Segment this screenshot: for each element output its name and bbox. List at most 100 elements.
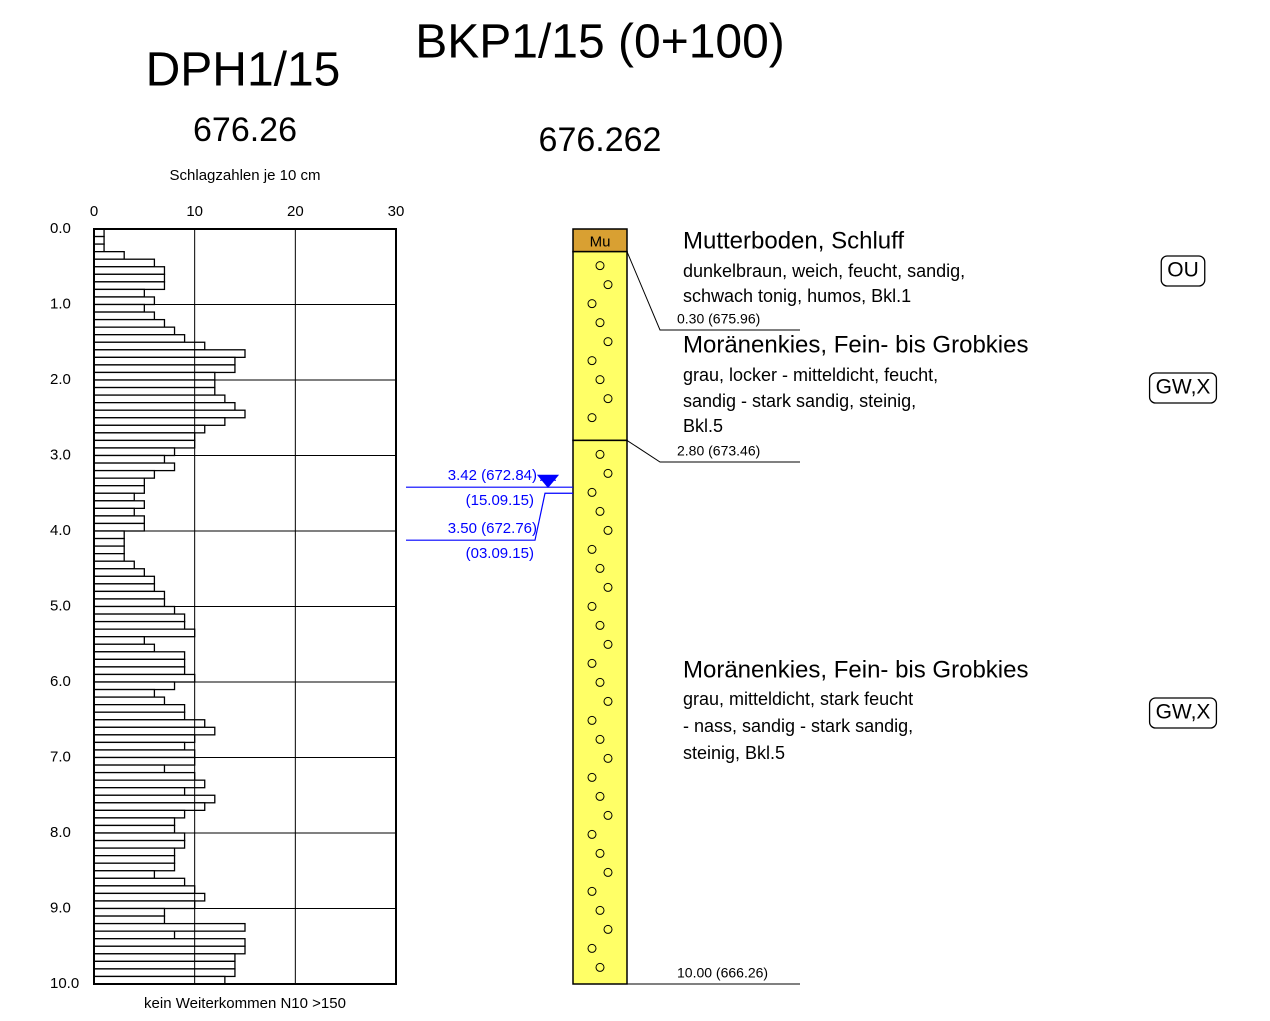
step-bar <box>94 486 144 494</box>
x-axis-label: Schlagzahlen je 10 cm <box>170 167 321 184</box>
step-bar <box>94 924 245 932</box>
step-bar <box>94 501 144 509</box>
step-bar <box>94 720 205 728</box>
step-bar <box>94 471 154 479</box>
step-bar <box>94 425 205 433</box>
step-bar <box>94 320 164 328</box>
step-bar <box>94 546 124 554</box>
step-bar <box>94 795 215 803</box>
step-bar <box>94 758 195 766</box>
step-bar <box>94 350 245 358</box>
step-bar <box>94 841 185 849</box>
step-bar <box>94 863 175 871</box>
step-bar <box>94 969 235 977</box>
step-bar <box>94 848 175 856</box>
step-bar <box>94 712 185 720</box>
step-bar <box>94 652 185 660</box>
step-bar <box>94 229 104 237</box>
x-tick-label: 0 <box>90 203 98 220</box>
y-tick-label: 9.0 <box>50 899 71 916</box>
y-tick-label: 5.0 <box>50 597 71 614</box>
step-bar <box>94 735 195 743</box>
step-bar <box>94 289 144 297</box>
step-bar <box>94 674 195 682</box>
layer-description: - nass, sandig - stark sandig, <box>683 716 913 736</box>
water-date: (03.09.15) <box>466 545 534 562</box>
step-bar <box>94 765 164 773</box>
layer-description: Bkl.5 <box>683 416 723 436</box>
water-label: 3.50 (672.76) <box>448 520 537 537</box>
y-tick-label: 0.0 <box>50 220 71 237</box>
layer-name: Mutterboden, Schluff <box>683 227 904 254</box>
step-bar <box>94 493 134 501</box>
y-tick-label: 6.0 <box>50 673 71 690</box>
borehole-elevation: 676.262 <box>539 121 662 159</box>
step-bar <box>94 825 175 833</box>
step-bar <box>94 463 175 471</box>
step-bar <box>94 607 175 615</box>
step-bar <box>94 516 144 524</box>
x-tick-label: 10 <box>186 203 203 220</box>
x-tick-label: 20 <box>287 203 304 220</box>
step-bar <box>94 644 154 652</box>
layer-group: GW,X <box>1156 701 1211 724</box>
step-bar <box>94 252 124 260</box>
step-bar <box>94 773 195 781</box>
step-bar <box>94 576 154 584</box>
step-bar <box>94 893 205 901</box>
step-bar <box>94 395 225 403</box>
layer-description: dunkelbraun, weich, feucht, sandig, <box>683 261 965 281</box>
layer-name: Moränenkies, Fein- bis Grobkies <box>683 331 1028 358</box>
layer-code: Mu <box>590 233 611 250</box>
y-tick-label: 4.0 <box>50 522 71 539</box>
step-bar <box>94 327 175 335</box>
step-bar <box>94 599 164 607</box>
step-bar <box>94 282 164 290</box>
step-bar <box>94 750 195 758</box>
step-bar <box>94 909 164 917</box>
step-bar <box>94 614 185 622</box>
step-bar <box>94 569 144 577</box>
step-bar <box>94 584 154 592</box>
step-bar <box>94 810 185 818</box>
step-bar <box>94 856 175 864</box>
step-bar <box>94 312 154 320</box>
step-bar <box>94 788 185 796</box>
step-bar <box>94 976 225 984</box>
y-tick-label: 8.0 <box>50 824 71 841</box>
borehole-title: BKP1/15 (0+100) <box>415 16 785 69</box>
step-bar <box>94 365 235 373</box>
step-bar <box>94 418 225 426</box>
step-bar <box>94 274 164 282</box>
step-bar <box>94 886 195 894</box>
layer-description: grau, mitteldicht, stark feucht <box>683 689 913 709</box>
step-bar <box>94 267 164 275</box>
y-tick-label: 1.0 <box>50 295 71 312</box>
step-bar <box>94 705 185 713</box>
step-bar <box>94 297 154 305</box>
step-bar <box>94 727 215 735</box>
step-bar <box>94 697 164 705</box>
step-bar <box>94 508 134 516</box>
y-tick-label: 10.0 <box>50 975 79 992</box>
step-bar <box>94 803 205 811</box>
step-bar <box>94 878 185 886</box>
borehole-log: DPH1/15 676.26 Schlagzahlen je 10 cm kei… <box>0 0 1270 1021</box>
step-bar <box>94 871 154 879</box>
step-bar <box>94 372 215 380</box>
step-bar <box>94 961 235 969</box>
step-bar <box>94 780 205 788</box>
layer <box>573 440 627 984</box>
step-bar <box>94 833 185 841</box>
layer-description: grau, locker - mitteldicht, feucht, <box>683 365 938 385</box>
step-bar <box>94 818 175 826</box>
dph-elevation: 676.26 <box>193 111 297 149</box>
y-tick-label: 3.0 <box>50 446 71 463</box>
step-bar <box>94 448 175 456</box>
layer <box>573 252 627 441</box>
dph-title: DPH1/15 <box>146 44 341 97</box>
water-label: 3.42 (672.84) <box>448 467 537 484</box>
layer-description: sandig - stark sandig, steinig, <box>683 391 916 411</box>
step-bar <box>94 561 134 569</box>
layer-group: GW,X <box>1156 376 1211 399</box>
